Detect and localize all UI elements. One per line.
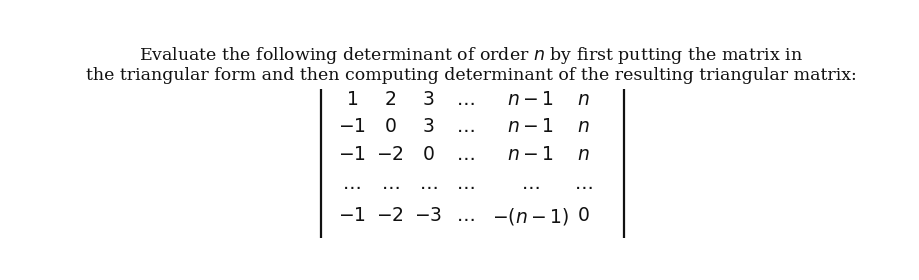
Text: $\ldots$: $\ldots$ [380,175,400,193]
Text: $-2$: $-2$ [376,207,403,225]
Text: $n$: $n$ [577,118,590,136]
Text: $-2$: $-2$ [376,146,403,164]
Text: $n$: $n$ [577,146,590,164]
Text: $0$: $0$ [577,207,590,225]
Text: $n-1$: $n-1$ [507,90,554,109]
Text: $-1$: $-1$ [337,146,366,164]
Text: $\ldots$: $\ldots$ [574,175,593,193]
Text: $0$: $0$ [422,146,435,164]
Text: $\ldots$: $\ldots$ [456,146,475,164]
Text: $0$: $0$ [383,118,396,136]
Text: $n-1$: $n-1$ [507,118,554,136]
Text: the triangular form and then computing determinant of the resulting triangular m: the triangular form and then computing d… [85,67,857,84]
Text: $\ldots$: $\ldots$ [419,175,437,193]
Text: $-(n-1)$: $-(n-1)$ [492,206,569,227]
Text: $\ldots$: $\ldots$ [521,175,539,193]
Text: $\ldots$: $\ldots$ [456,90,475,109]
Text: Evaluate the following determinant of order $n$ by first putting the matrix in: Evaluate the following determinant of or… [139,45,803,66]
Text: $n$: $n$ [577,90,590,109]
Text: $\ldots$: $\ldots$ [456,175,475,193]
Text: $-1$: $-1$ [337,118,366,136]
Text: $3$: $3$ [422,118,435,136]
Text: $n-1$: $n-1$ [507,146,554,164]
Text: $\ldots$: $\ldots$ [456,118,475,136]
Text: $1$: $1$ [346,90,357,109]
Text: $\ldots$: $\ldots$ [456,207,475,225]
Text: $3$: $3$ [422,90,435,109]
Text: $2$: $2$ [384,90,396,109]
Text: $\ldots$: $\ldots$ [342,175,361,193]
Text: $-1$: $-1$ [337,207,366,225]
Text: $-3$: $-3$ [414,207,442,225]
